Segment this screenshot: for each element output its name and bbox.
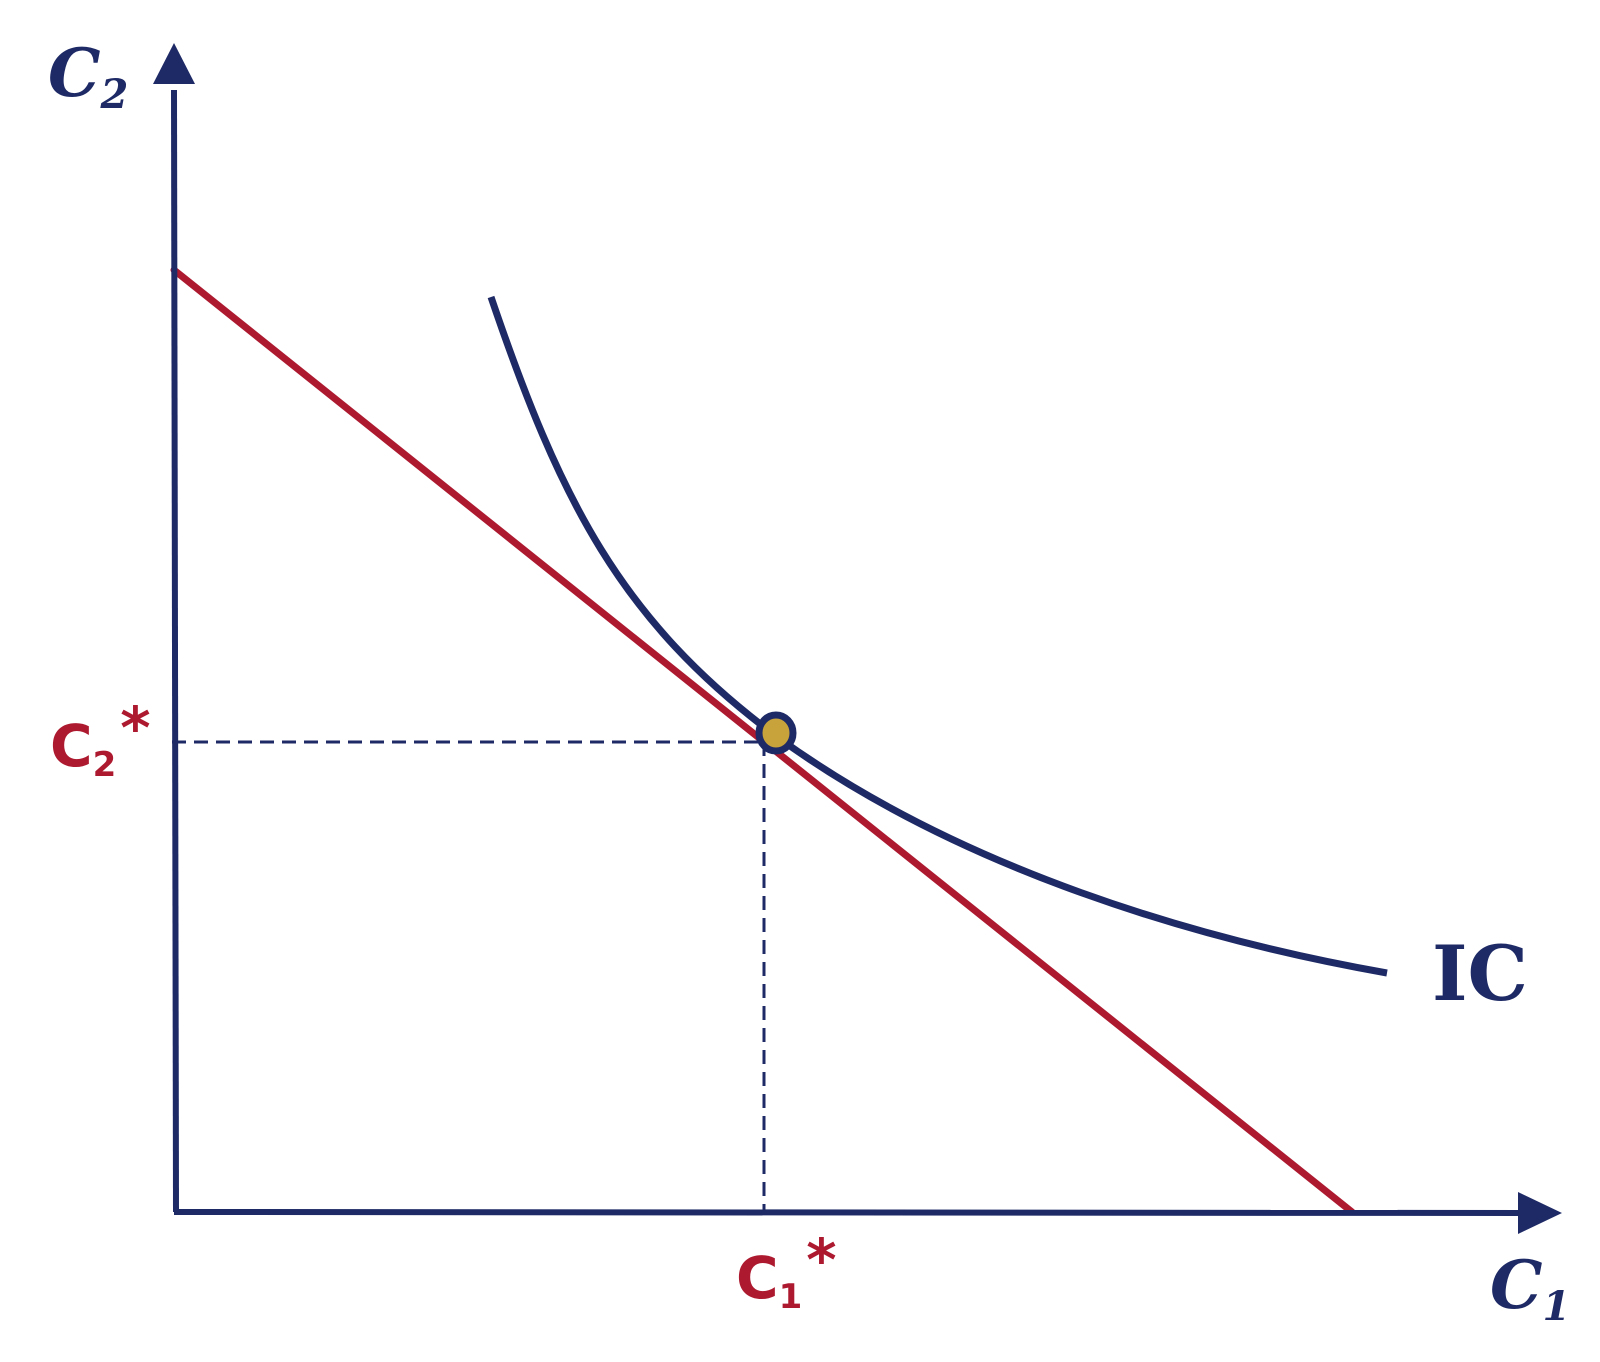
c2-star-label: C2* bbox=[50, 694, 151, 785]
x-axis-title-subscript: 1 bbox=[1543, 1283, 1571, 1330]
y-axis-title-subscript: 2 bbox=[100, 71, 129, 118]
c1-star-label: C1* bbox=[736, 1226, 837, 1317]
c1-star-base: C bbox=[736, 1244, 779, 1312]
optimum-point bbox=[755, 711, 797, 755]
x-axis-line bbox=[173, 1209, 1521, 1216]
x-axis-title-base: C bbox=[1490, 1246, 1543, 1324]
c1-star-asterisk: * bbox=[806, 1226, 836, 1294]
c1-star-subscript: 1 bbox=[779, 1277, 803, 1317]
c2-star-subscript: 2 bbox=[93, 745, 117, 785]
c2-star-asterisk: * bbox=[120, 694, 150, 762]
y-axis-title: C2 bbox=[48, 34, 128, 118]
c2-star-base: C bbox=[50, 712, 93, 780]
y-axis-arrow-icon bbox=[153, 43, 195, 84]
x-axis-arrow-icon bbox=[1518, 1192, 1562, 1234]
indifference-curve-label: IC bbox=[1432, 929, 1528, 1018]
x-axis-title: C1 bbox=[1490, 1246, 1570, 1330]
y-axis-line bbox=[171, 89, 179, 1213]
y-axis-title-base: C bbox=[48, 34, 101, 112]
